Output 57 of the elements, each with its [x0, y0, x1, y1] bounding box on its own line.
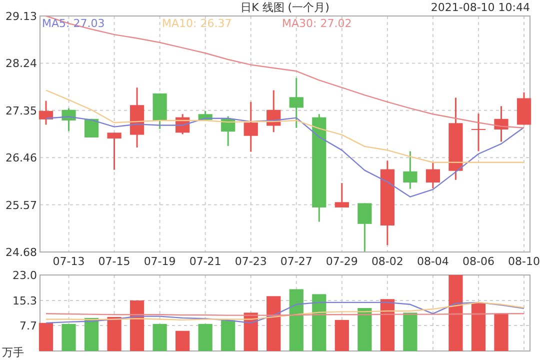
- candlestick: [289, 77, 304, 129]
- candlestick: [244, 101, 258, 153]
- candlestick: [471, 112, 486, 152]
- text: MA30: 27.02: [282, 17, 352, 30]
- x-tick-label: 08-02: [371, 255, 404, 268]
- bar: [176, 330, 190, 351]
- bar: [403, 312, 418, 351]
- bar: [494, 314, 508, 351]
- x-tick-label: 07-27: [280, 255, 312, 268]
- bar: [448, 275, 463, 351]
- x-tick-label: 07-29: [326, 255, 358, 268]
- x-tick-label: 07-15: [98, 255, 130, 268]
- line-series: [45, 15, 525, 128]
- bar: [312, 294, 326, 351]
- candlestick: [403, 150, 418, 190]
- text: MA10: 26.37: [162, 17, 232, 30]
- y-tick-label: 15.3: [12, 294, 37, 308]
- y-tick-label: 7.7: [20, 320, 37, 333]
- x-tick-label: 08-06: [462, 255, 494, 268]
- bar: [266, 296, 281, 351]
- x-tick-label: 07-21: [189, 255, 222, 268]
- chart-subtitle: 2021-08-10 10:44: [430, 1, 530, 14]
- bar: [152, 324, 167, 351]
- bar: [38, 322, 54, 351]
- bar: [289, 289, 304, 351]
- x-tick-label: 07-19: [144, 255, 176, 268]
- bar: [84, 318, 99, 351]
- bar: [107, 316, 122, 351]
- candlestick: [38, 100, 54, 126]
- bar: [130, 300, 144, 351]
- x-tick-label: 08-04: [416, 255, 449, 268]
- bar: [380, 299, 394, 351]
- text: MA5: 27.03: [42, 17, 105, 30]
- bar: [358, 308, 372, 351]
- y-tick-label: 25.57: [6, 198, 37, 212]
- y-tick-label: 26.46: [6, 152, 37, 165]
- y-tick-label: 27.35: [6, 104, 37, 118]
- candlestick: [62, 108, 76, 132]
- y-tick-label: 24.68: [6, 246, 37, 259]
- candlestick: [334, 182, 349, 208]
- bar: [471, 303, 486, 351]
- y-tick-label: 23.0: [12, 269, 37, 282]
- bar: [221, 320, 236, 351]
- bar: [334, 320, 349, 351]
- bar: [198, 324, 212, 351]
- candlestick: [107, 132, 122, 171]
- x-tick-label: 07-13: [52, 255, 85, 268]
- y-tick-label: 28.24: [6, 57, 37, 70]
- line-series: [45, 90, 525, 163]
- y-tick-label: 29.13: [6, 10, 37, 23]
- x-tick-label: 07-23: [234, 255, 267, 268]
- chart-title: 日K 线图 (一个月): [240, 1, 330, 14]
- candlestick: [358, 202, 372, 252]
- x-tick-label: 08-10: [508, 255, 540, 268]
- y-axis-title: 万手: [2, 346, 24, 359]
- candlestick: [426, 162, 440, 190]
- bar: [62, 324, 76, 351]
